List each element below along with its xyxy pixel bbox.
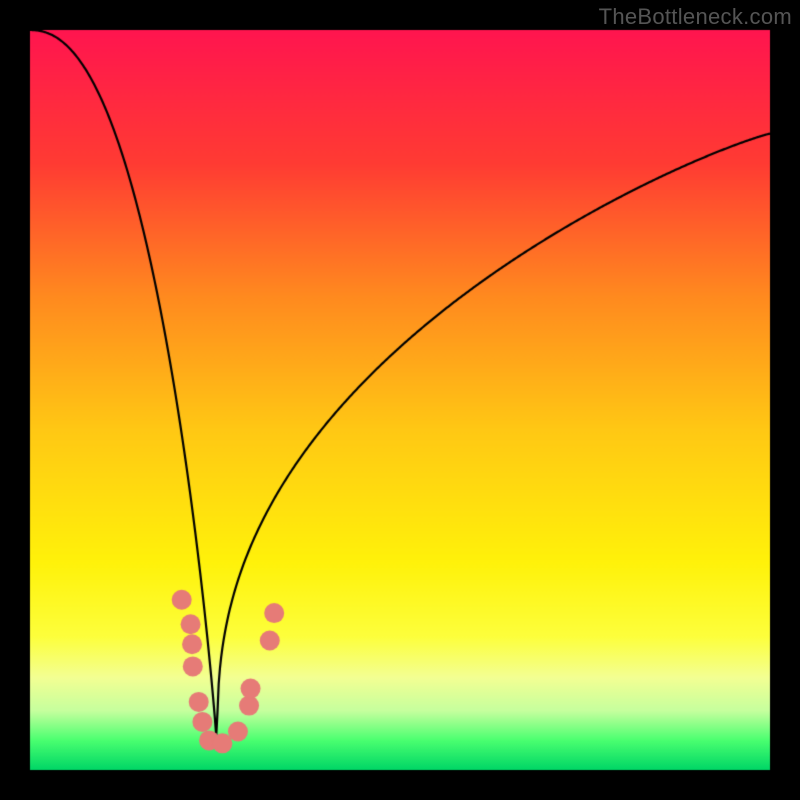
chart-container: TheBottleneck.com	[0, 0, 800, 800]
watermark-text: TheBottleneck.com	[599, 4, 792, 30]
bottleneck-chart-canvas	[0, 0, 800, 800]
